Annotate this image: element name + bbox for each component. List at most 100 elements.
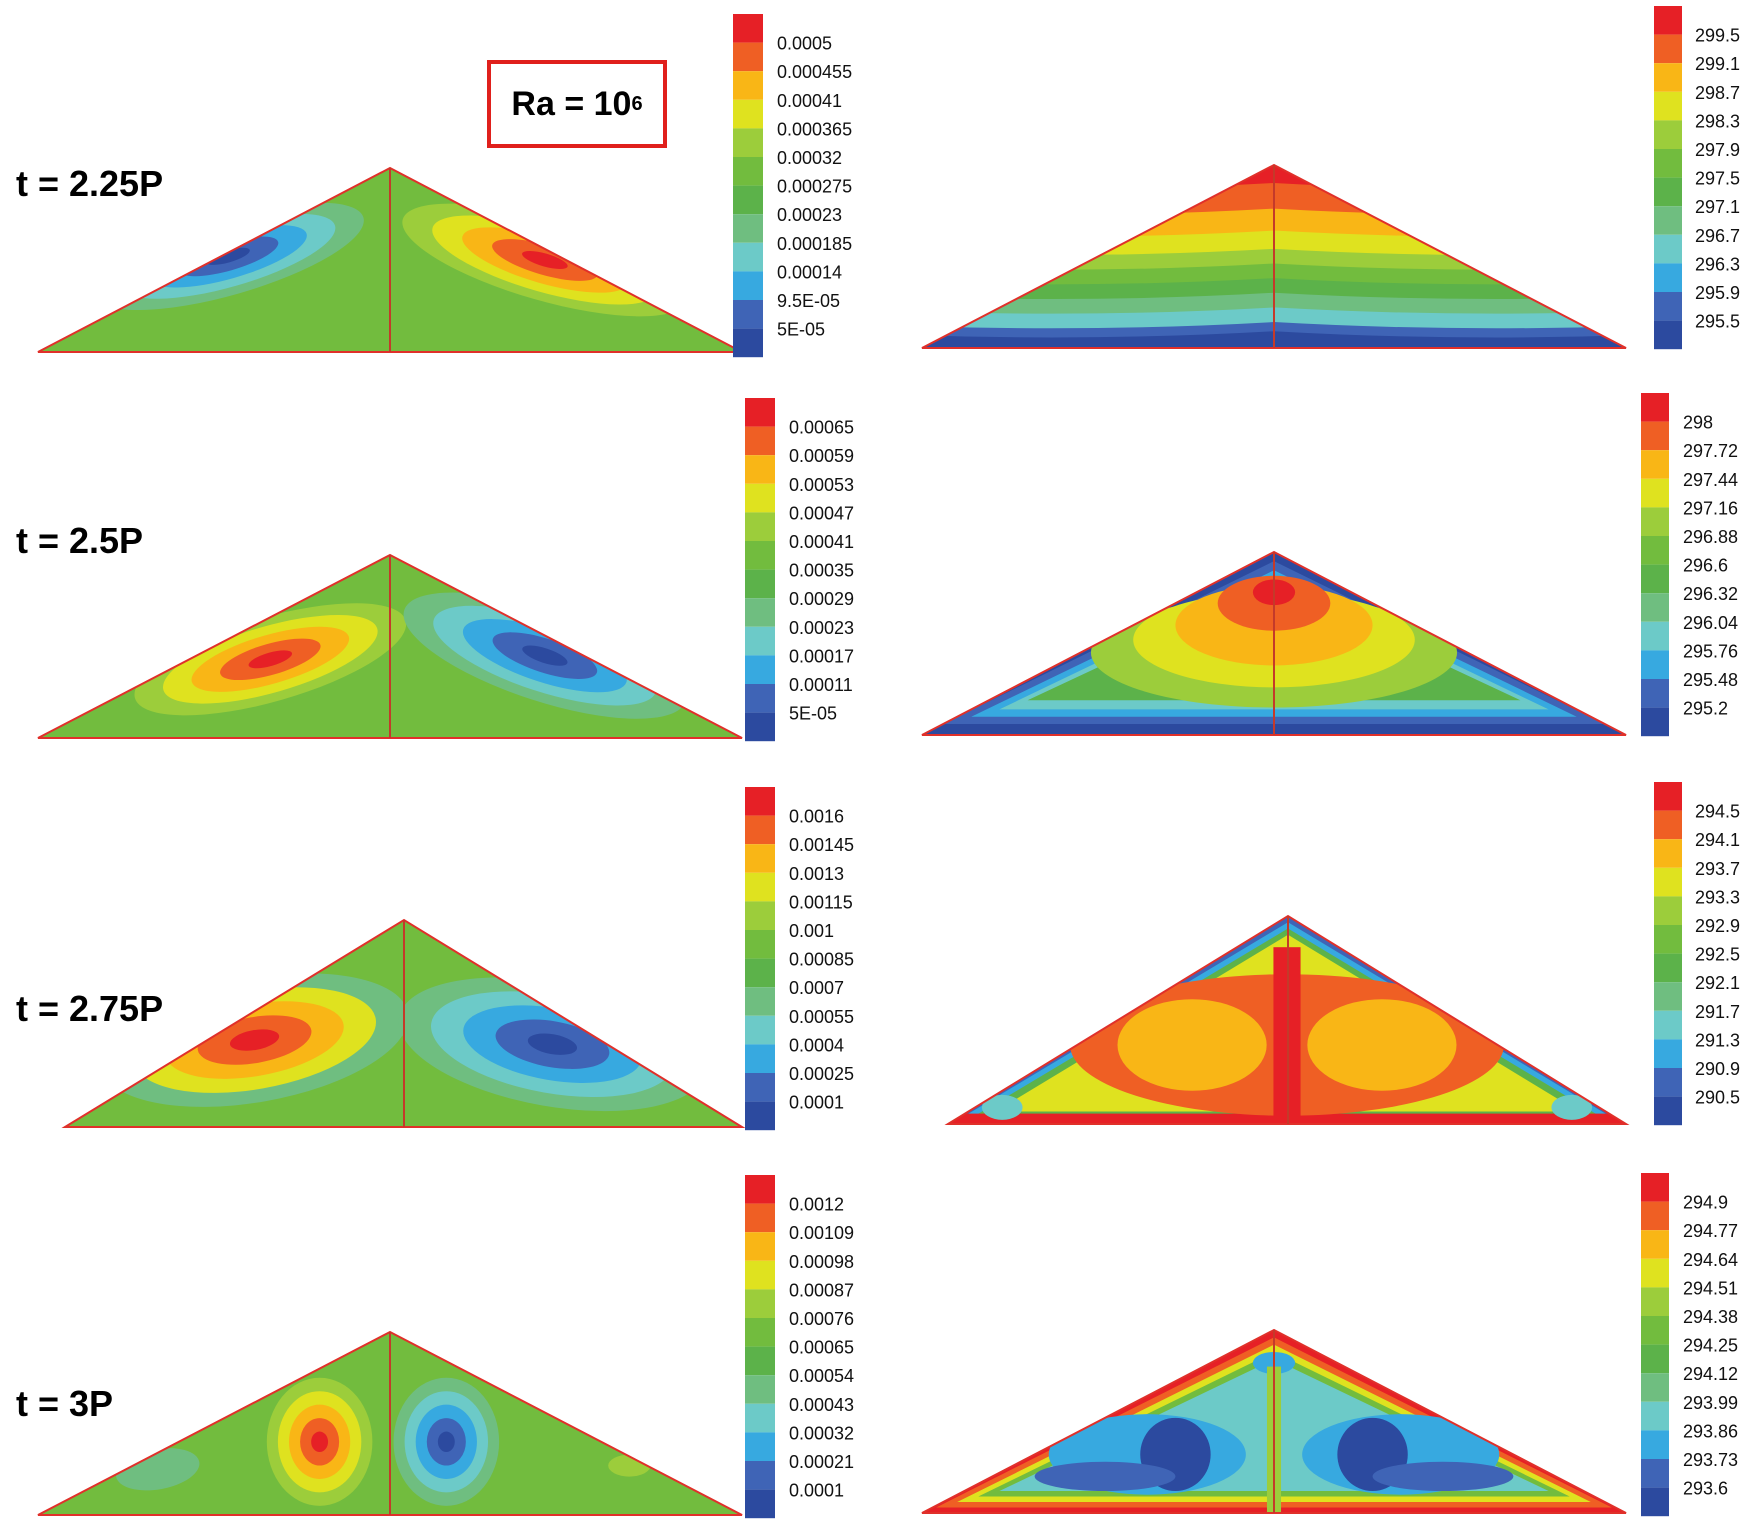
temperature-panel-4 [921, 1328, 1627, 1514]
streamfunction-colorbar-2-tick-label-9: 0.00011 [789, 675, 853, 695]
temperature-colorbar-3-swatch-11 [1654, 1096, 1682, 1126]
temperature-colorbar-3-swatch-5 [1654, 925, 1682, 954]
temperature-colorbar-3-tick-label-10: 290.5 [1695, 1088, 1740, 1108]
streamfunction-colorbar-1-swatch-0 [733, 14, 763, 43]
streamfunction-colorbar-4-tick-label-7: 0.00043 [789, 1395, 854, 1415]
temperature-colorbar-2-swatch-10 [1641, 679, 1669, 708]
temperature-colorbar-3-tick-label-2: 293.7 [1695, 859, 1740, 879]
streamfunction-colorbar-3-swatch-7 [745, 987, 775, 1016]
temperature-colorbar-3-swatch-1 [1654, 810, 1682, 840]
temperature-colorbar-2-swatch-11 [1641, 707, 1669, 737]
temperature-panel-4-core-4 [1034, 1461, 1176, 1492]
temperature-colorbar-3-swatch-7 [1654, 982, 1682, 1011]
streamfunction-colorbar-1: 0.0005 0.000455 0.00041 0.000365 0.00032 0.00… [733, 14, 852, 358]
temperature-colorbar-3-tick-label-6: 292.1 [1695, 973, 1740, 993]
streamfunction-panel-2 [37, 553, 743, 739]
temperature-colorbar-1-tick-label-5: 297.5 [1695, 169, 1740, 189]
temperature-colorbar-3-swatch-8 [1654, 1010, 1682, 1040]
temperature-colorbar-1-tick-label-6: 297.1 [1695, 197, 1740, 217]
temperature-colorbar-1-swatch-11 [1654, 320, 1682, 350]
streamfunction-panel-3-contour-4 [229, 1029, 280, 1051]
streamfunction-colorbar-3-swatch-5 [745, 930, 775, 959]
streamfunction-colorbar-2-swatch-0 [745, 398, 775, 427]
streamfunction-colorbar-3-tick-label-10: 0.0001 [789, 1093, 844, 1113]
streamfunction-colorbar-2-swatch-2 [745, 455, 775, 484]
temperature-colorbar-2-tick-label-8: 295.76 [1683, 641, 1738, 661]
streamfunction-panel-1 [37, 166, 743, 353]
temperature-panel-2 [921, 550, 1627, 736]
temperature-colorbar-3-tick-label-4: 292.9 [1695, 916, 1740, 936]
streamfunction-colorbar-3-tick-label-5: 0.00085 [789, 950, 854, 970]
streamfunction-colorbar-3-tick-label-4: 0.001 [789, 921, 834, 941]
streamfunction-colorbar-1-tick-label-9: 9.5E-05 [777, 291, 840, 311]
temperature-colorbar-1-swatch-5 [1654, 149, 1682, 178]
temperature-colorbar-4-swatch-4 [1641, 1287, 1669, 1316]
temperature-colorbar-3-tick-label-9: 290.9 [1695, 1059, 1740, 1079]
temperature-colorbar-4-swatch-10 [1641, 1459, 1669, 1488]
streamfunction-colorbar-3-swatch-6 [745, 958, 775, 988]
streamfunction-colorbar-4-tick-label-8: 0.00032 [789, 1423, 854, 1443]
temperature-colorbar-3-tick-label-8: 291.3 [1695, 1030, 1740, 1050]
rayleigh-number-box: Ra = 10 6 [487, 60, 667, 148]
streamfunction-colorbar-2-tick-label-2: 0.00053 [789, 475, 854, 495]
temperature-colorbar-2-swatch-8 [1641, 621, 1669, 651]
streamfunction-colorbar-3-swatch-2 [745, 844, 775, 873]
temperature-colorbar-4-swatch-5 [1641, 1316, 1669, 1345]
temperature-colorbar-4-swatch-0 [1641, 1173, 1669, 1202]
temperature-colorbar-1-swatch-8 [1654, 234, 1682, 264]
temperature-colorbar-4-swatch-8 [1641, 1401, 1669, 1431]
streamfunction-colorbar-1-tick-label-0: 0.0005 [777, 34, 832, 54]
temperature-panel-3-core-4 [1551, 1094, 1593, 1120]
streamfunction-colorbar-1-tick-label-3: 0.000365 [777, 119, 852, 139]
temperature-colorbar-3-swatch-0 [1654, 782, 1682, 811]
streamfunction-colorbar-3-swatch-4 [745, 901, 775, 930]
streamfunction-colorbar-2-swatch-6 [745, 569, 775, 599]
temperature-colorbar-4-tick-label-3: 294.51 [1683, 1278, 1738, 1298]
temperature-colorbar-1-swatch-7 [1654, 206, 1682, 235]
streamfunction-colorbar-4-tick-label-9: 0.00021 [789, 1452, 854, 1472]
streamfunction-colorbar-2: 0.00065 0.00059 0.00053 0.00047 0.00041 0.000… [745, 398, 854, 742]
temperature-colorbar-4-swatch-1 [1641, 1201, 1669, 1231]
temperature-colorbar-2-swatch-9 [1641, 650, 1669, 679]
time-label-2: t = 2.5P [16, 520, 144, 561]
streamfunction-colorbar-3-tick-label-2: 0.0013 [789, 864, 844, 884]
temperature-colorbar-2-tick-label-1: 297.72 [1683, 441, 1738, 461]
streamfunction-colorbar-3-tick-label-1: 0.00145 [789, 835, 854, 855]
streamfunction-colorbar-4-swatch-7 [745, 1375, 775, 1404]
streamfunction-colorbar-1-tick-label-4: 0.00032 [777, 148, 842, 168]
streamfunction-colorbar-4-swatch-4 [745, 1289, 775, 1318]
streamfunction-colorbar-2-swatch-3 [745, 483, 775, 513]
temperature-colorbar-1-tick-label-3: 298.3 [1695, 111, 1740, 131]
temperature-colorbar-1-tick-label-1: 299.1 [1695, 54, 1740, 74]
temperature-colorbar-2-tick-label-9: 295.48 [1683, 670, 1738, 690]
streamfunction-colorbar-2-swatch-11 [745, 712, 775, 742]
streamfunction-colorbar-1-swatch-1 [733, 42, 763, 72]
temperature-colorbar-1-swatch-1 [1654, 34, 1682, 64]
temperature-colorbar-2-swatch-6 [1641, 564, 1669, 594]
streamfunction-panel-2-contour-4 [248, 650, 293, 669]
temperature-panel-3 [944, 914, 1630, 1125]
temperature-colorbar-1-swatch-4 [1654, 120, 1682, 149]
time-label-3: t = 2.75P [16, 988, 164, 1029]
temperature-panel-4-core-5 [1372, 1461, 1514, 1492]
streamfunction-colorbar-2-tick-label-10: 5E-05 [789, 704, 837, 724]
temperature-colorbar-2-tick-label-0: 298 [1683, 413, 1713, 433]
temperature-colorbar-1-tick-label-9: 295.9 [1695, 283, 1740, 303]
temperature-colorbar-4-swatch-11 [1641, 1487, 1669, 1517]
temperature-colorbar-2-swatch-4 [1641, 507, 1669, 536]
streamfunction-colorbar-3-swatch-10 [745, 1073, 775, 1102]
streamfunction-colorbar-4-swatch-9 [745, 1432, 775, 1461]
ra-base: Ra = 10 [511, 84, 632, 123]
streamfunction-colorbar-2-swatch-10 [745, 684, 775, 713]
temperature-colorbar-2-swatch-1 [1641, 421, 1669, 451]
temperature-colorbar-2-tick-label-4: 296.88 [1683, 527, 1738, 547]
temperature-colorbar-4-tick-label-4: 294.38 [1683, 1307, 1738, 1327]
streamfunction-colorbar-2-swatch-8 [745, 626, 775, 656]
temperature-colorbar-4-tick-label-7: 293.99 [1683, 1393, 1738, 1413]
streamfunction-colorbar-1-tick-label-6: 0.00023 [777, 205, 842, 225]
streamfunction-colorbar-3-swatch-3 [745, 872, 775, 902]
streamfunction-panel-4-contour-11 [437, 1431, 455, 1453]
streamfunction-colorbar-1-tick-label-8: 0.00014 [777, 262, 842, 282]
temperature-colorbar-1-tick-label-0: 299.5 [1695, 26, 1740, 46]
